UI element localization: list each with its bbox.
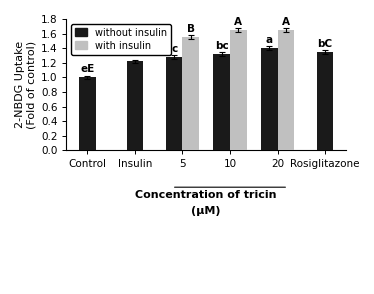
Text: dD: dD <box>127 48 143 58</box>
Text: A: A <box>234 17 242 27</box>
Bar <box>79 77 96 151</box>
Text: bC: bC <box>318 39 332 49</box>
Text: a: a <box>266 35 273 45</box>
Y-axis label: 2-NBDG Uptake
(Fold of control): 2-NBDG Uptake (Fold of control) <box>15 41 37 129</box>
Text: Concentration of tricin: Concentration of tricin <box>135 190 277 200</box>
Bar <box>166 57 183 151</box>
Bar <box>261 48 278 151</box>
Text: B: B <box>187 24 195 34</box>
Bar <box>230 30 246 151</box>
Text: bc: bc <box>215 41 229 51</box>
Bar <box>278 30 294 151</box>
Text: A: A <box>282 17 290 27</box>
Text: eE: eE <box>80 64 95 74</box>
Legend: without insulin, with insulin: without insulin, with insulin <box>71 24 171 55</box>
Bar <box>127 61 143 151</box>
Bar <box>183 37 199 151</box>
Bar <box>213 54 230 151</box>
Bar <box>317 52 333 151</box>
Text: c: c <box>171 44 177 54</box>
Text: (μM): (μM) <box>191 206 221 216</box>
